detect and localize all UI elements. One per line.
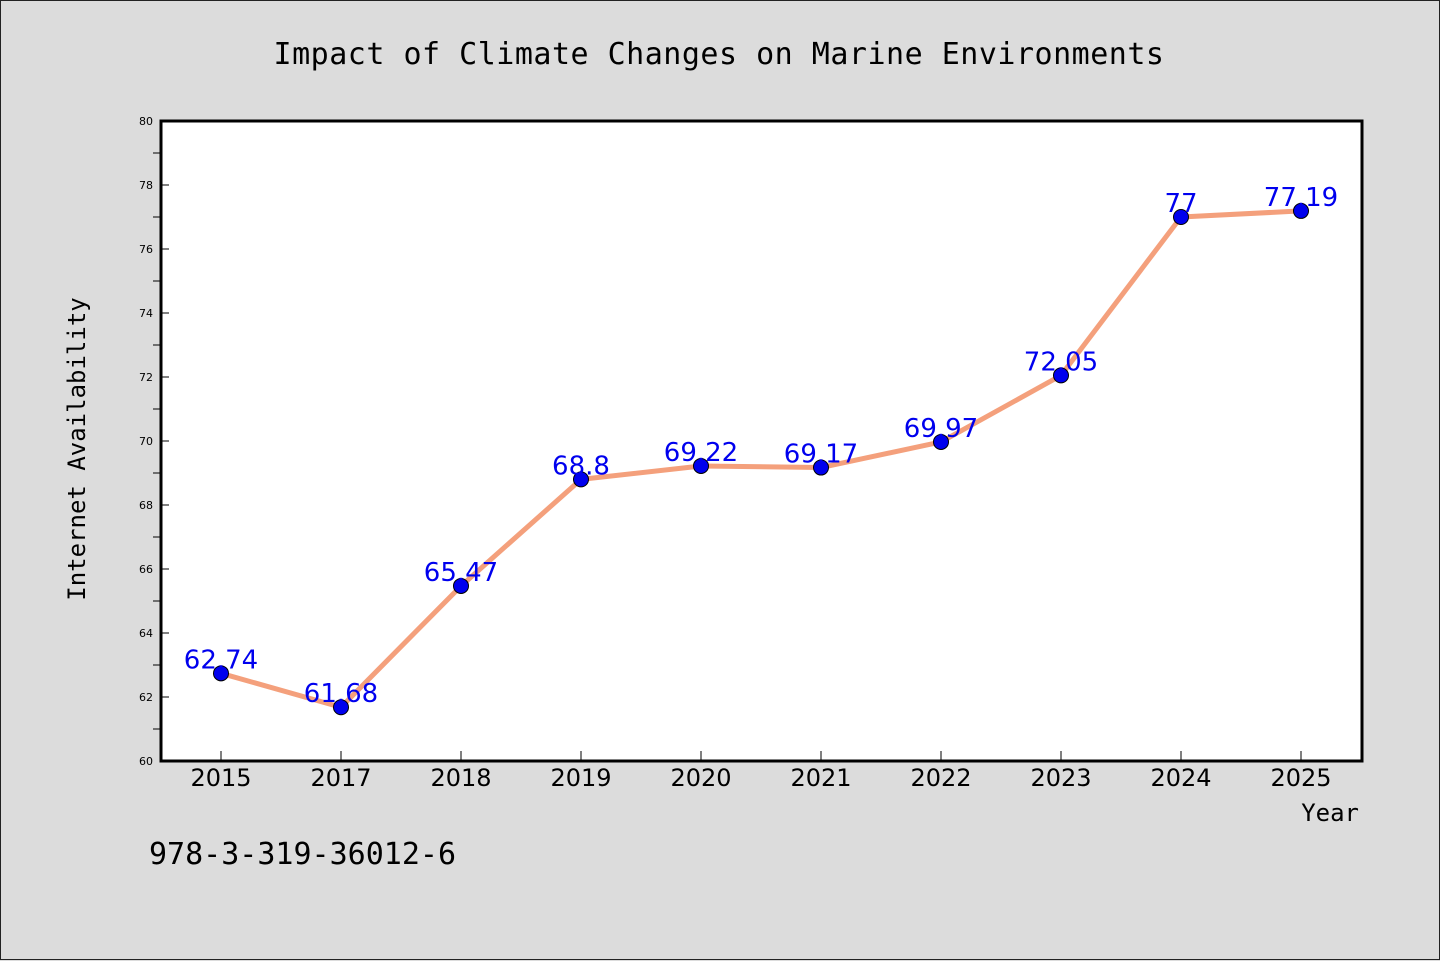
data-label: 65.47 xyxy=(424,558,498,588)
y-tick-label: 68 xyxy=(139,499,153,512)
data-point xyxy=(693,457,709,474)
x-tick-label: 2019 xyxy=(550,764,611,792)
x-tick-label: 2015 xyxy=(190,764,251,792)
data-point xyxy=(813,459,829,476)
data-point xyxy=(1293,202,1309,219)
y-tick-label: 66 xyxy=(139,563,153,576)
x-tick-label: 2020 xyxy=(670,764,731,792)
data-label: 77 xyxy=(1164,189,1197,219)
data-point xyxy=(1173,209,1189,225)
data-point xyxy=(573,471,589,488)
data-label: 61.68 xyxy=(304,679,378,709)
data-point xyxy=(213,665,229,682)
series-line xyxy=(218,208,1304,710)
chart-title: Impact of Climate Changes on Marine Envi… xyxy=(274,37,1165,72)
data-label: 72.05 xyxy=(1024,347,1098,377)
data-label: 68.8 xyxy=(552,451,610,481)
x-tick-label: 2024 xyxy=(1150,764,1211,792)
y-tick-label: 72 xyxy=(139,371,153,384)
y-tick-label: 64 xyxy=(139,627,153,640)
y-tick-label: 78 xyxy=(139,179,153,192)
data-point xyxy=(933,433,949,450)
y-tick-label: 74 xyxy=(139,307,153,320)
x-tick-label: 2017 xyxy=(310,764,371,792)
y-tick-label: 76 xyxy=(139,243,153,256)
data-label: 69.17 xyxy=(784,440,858,470)
data-label: 69.22 xyxy=(664,438,738,468)
data-label: 77.19 xyxy=(1264,183,1338,213)
data-point xyxy=(333,699,349,716)
x-tick-label: 2021 xyxy=(790,764,851,792)
y-tick-label: 80 xyxy=(139,115,153,128)
series-layer: 62.74 61.68 65.47 68.8 69.22 69.17 69.97 72.05 7… xyxy=(184,183,1338,716)
data-label: 62.74 xyxy=(184,645,258,675)
x-tick-label: 2025 xyxy=(1270,764,1331,792)
x-tick-label: 2023 xyxy=(1030,764,1091,792)
x-tick-label: 2018 xyxy=(430,764,491,792)
y-tick-label: 70 xyxy=(139,435,153,448)
x-axis-label: Year xyxy=(1301,799,1359,827)
plot-area xyxy=(159,119,1364,763)
data-point xyxy=(1053,367,1069,384)
y-axis: 60 62 64 66 68 70 72 74 76 78 80 xyxy=(139,115,169,768)
y-axis-label: Internet Availability xyxy=(63,297,91,600)
x-tick-label: 2022 xyxy=(910,764,971,792)
isbn-text: 978-3-319-36012-6 xyxy=(149,837,456,872)
data-label: 69.97 xyxy=(904,414,978,444)
y-tick-label: 60 xyxy=(139,755,153,768)
y-tick-label: 62 xyxy=(139,691,153,704)
x-axis: 2015 2017 2018 2019 2020 2021 2022 2023 2024 2025 xyxy=(190,751,1332,792)
data-point xyxy=(453,577,469,594)
